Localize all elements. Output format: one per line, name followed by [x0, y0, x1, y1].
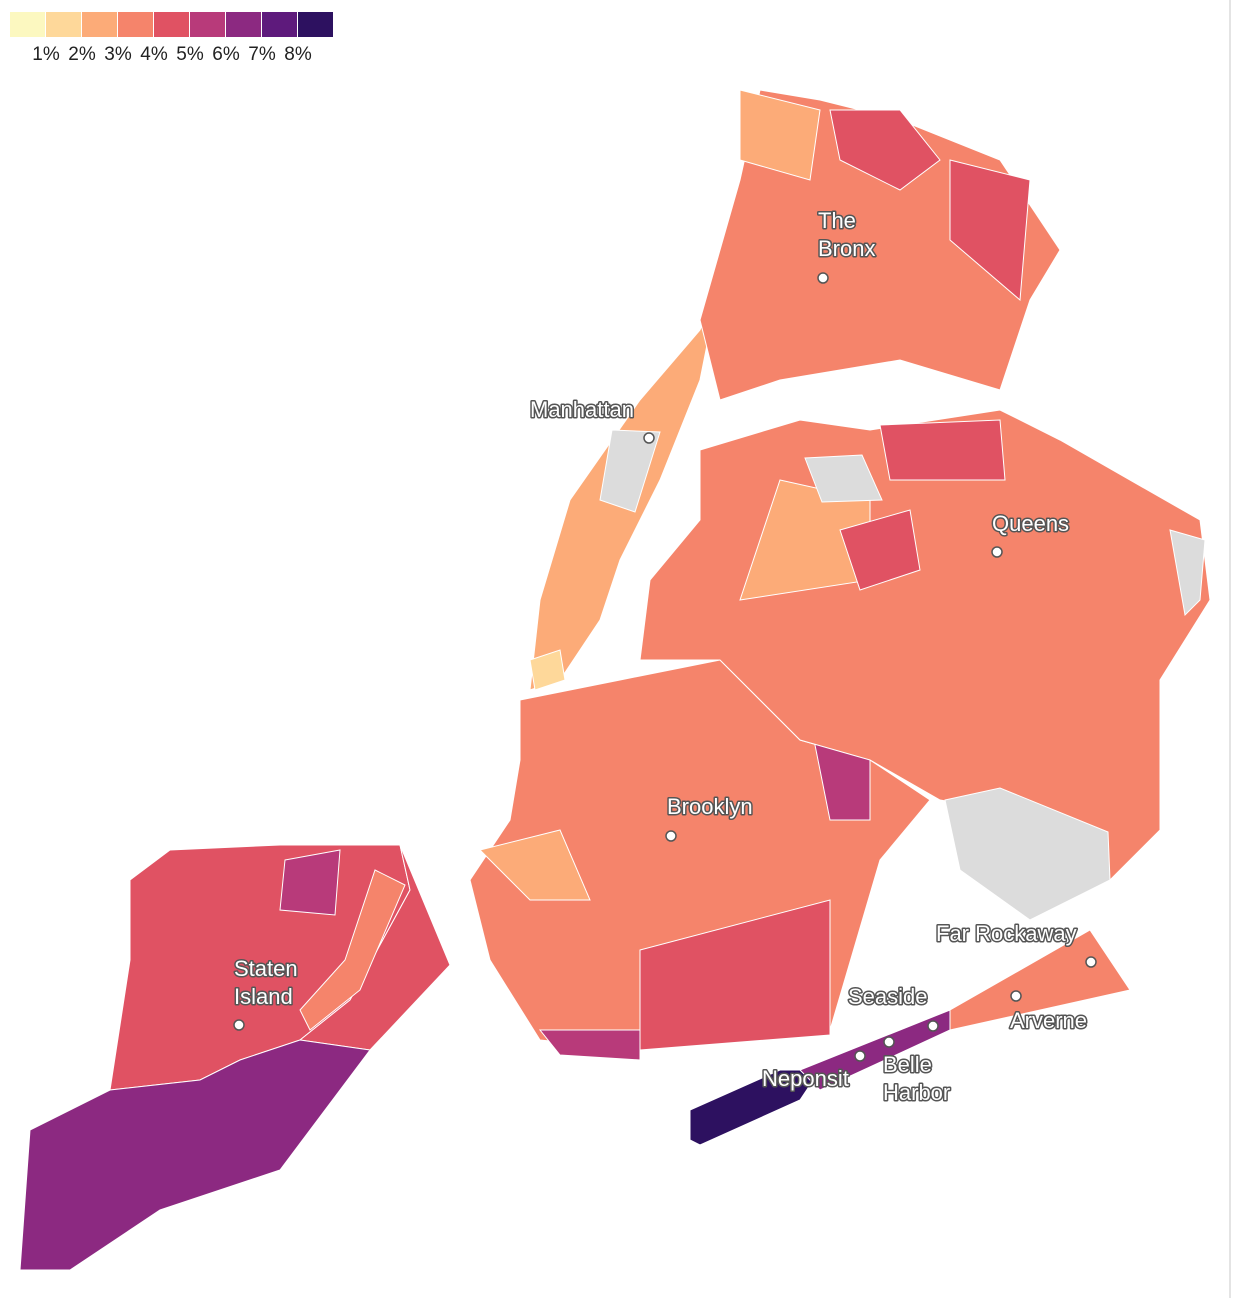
legend-swatch: [82, 12, 117, 37]
place-label: Island: [234, 984, 293, 1009]
place-dot: [1010, 990, 1022, 1002]
place-label: Brooklyn: [667, 794, 753, 819]
park: [599, 429, 661, 513]
legend: 1% 2% 3% 4% 5% 6% 7% 8%: [10, 12, 333, 65]
legend-label: 5%: [176, 44, 204, 65]
place-label: Neponsit: [762, 1066, 849, 1091]
legend-label: 7%: [248, 44, 276, 65]
region: [949, 929, 1131, 1031]
place-dot: [665, 830, 677, 842]
place-label: Belle: [883, 1052, 932, 1077]
legend-swatch: [226, 12, 261, 37]
place-dot: [817, 272, 829, 284]
place-label: Manhattan: [530, 397, 634, 422]
place-label: Staten: [234, 956, 298, 981]
place-dot: [233, 1019, 245, 1031]
legend-swatch: [118, 12, 153, 37]
airport: [804, 454, 883, 503]
legend-swatch: [154, 12, 189, 37]
legend-label: 2%: [68, 44, 96, 65]
legend-label: 6%: [212, 44, 240, 65]
place-dot: [854, 1050, 866, 1062]
place-label: Harbor: [883, 1080, 950, 1105]
legend-swatch: [298, 12, 333, 37]
legend-label: 4%: [140, 44, 168, 65]
regions: [19, 89, 1211, 1271]
place-dot: [643, 432, 655, 444]
region: [529, 649, 566, 691]
region: [479, 829, 591, 901]
place-dot: [927, 1020, 939, 1032]
legend-label: 3%: [104, 44, 132, 65]
place-label: Seaside: [848, 984, 928, 1009]
legend-swatch: [46, 12, 81, 37]
place-label: Arverne: [1010, 1008, 1087, 1033]
region: [538, 1029, 641, 1061]
region: [639, 899, 831, 1051]
no-data-areas: [599, 429, 1206, 921]
region: [949, 159, 1031, 302]
region: [279, 849, 341, 916]
place-label: Queens: [992, 511, 1069, 536]
place-dot: [991, 546, 1003, 558]
region: [739, 89, 821, 181]
legend-label: 1%: [32, 44, 60, 65]
place-labels: The Bronx Manhattan Queens Brooklyn Staten Isl…: [233, 206, 1097, 1106]
place-label: The: [818, 208, 856, 233]
place-label: Bronx: [818, 236, 875, 261]
park: [1169, 529, 1206, 617]
legend-swatch: [190, 12, 225, 37]
region: [299, 869, 406, 1031]
airport: [944, 787, 1111, 921]
region: [829, 109, 941, 191]
legend-label: 8%: [284, 44, 312, 65]
place-dot: [1085, 956, 1097, 968]
place-label: Far Rockaway: [936, 921, 1077, 946]
region: [839, 509, 921, 591]
legend-swatch: [10, 12, 45, 37]
region: [879, 419, 1006, 481]
legend-swatch: [262, 12, 297, 37]
region: [19, 1039, 371, 1271]
place-dot: [883, 1036, 895, 1048]
